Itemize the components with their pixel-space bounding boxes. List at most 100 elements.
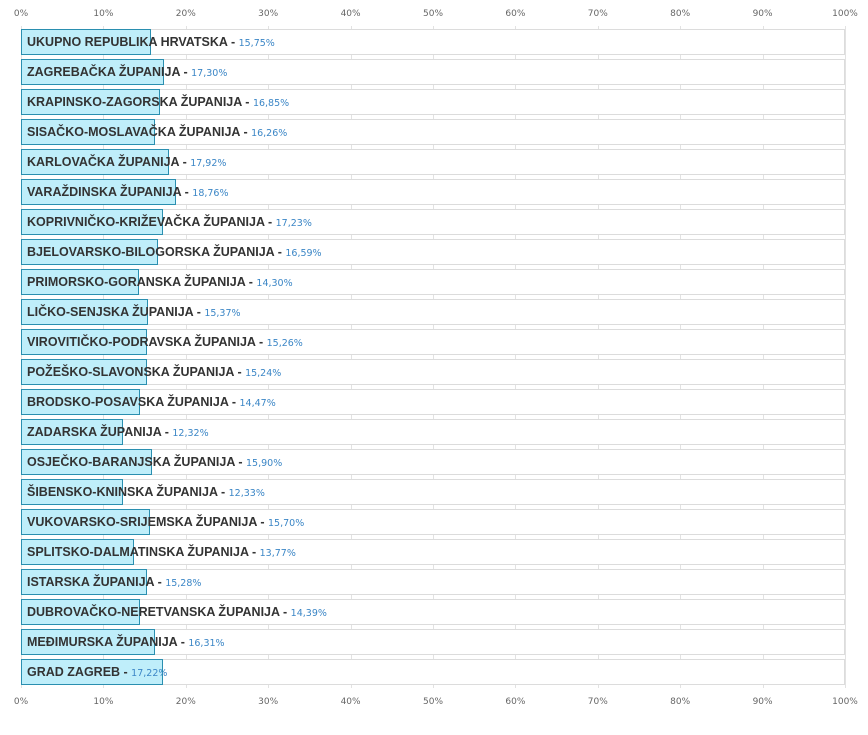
x-tick-label-top: 80% — [670, 9, 691, 19]
bar-label: ISTARSKA ŽUPANIJA — [27, 575, 155, 589]
bar-separator: - — [177, 635, 189, 649]
bar-label: DUBROVAČKO-NERETVANSKA ŽUPANIJA — [27, 605, 280, 619]
x-tick-label-bottom: 30% — [258, 697, 279, 707]
bar-track — [21, 329, 845, 355]
bar — [21, 149, 169, 175]
bar-text: DUBROVAČKO-NERETVANSKA ŽUPANIJA - 14,39% — [27, 600, 327, 624]
x-tick-label-top: 60% — [505, 9, 526, 19]
x-gridline — [597, 26, 599, 688]
bar-label: LIČKO-SENJSKA ŽUPANIJA — [27, 305, 194, 319]
bar-track — [21, 299, 845, 325]
bar-separator: - — [180, 65, 192, 79]
x-tick-label-top: 30% — [258, 9, 279, 19]
x-gridline — [762, 26, 764, 688]
bar-separator: - — [154, 575, 166, 589]
bar-value-label: 16,26% — [251, 128, 288, 139]
x-gridline — [268, 26, 270, 688]
x-tick-label-top: 50% — [422, 9, 444, 19]
bar-text: SPLITSKO-DALMATINSKA ŽUPANIJA - 13,77% — [27, 540, 296, 564]
bar-text: GRAD ZAGREB - 17,22% — [27, 660, 167, 684]
x-gridline — [515, 26, 517, 688]
bar — [21, 509, 151, 535]
x-tick-label-top: 70% — [587, 9, 608, 19]
bar-separator: - — [256, 515, 268, 529]
bar-label: UKUPNO REPUBLIKA HRVATSKA — [27, 35, 228, 49]
bar-separator: - — [179, 155, 191, 169]
bar-label: GRAD ZAGREB — [27, 665, 121, 679]
x-gridline — [103, 26, 105, 688]
x-tick-label-top: 90% — [752, 9, 773, 19]
bar-text: ZAGREBAČKA ŽUPANIJA - 17,30% — [27, 60, 227, 84]
bar-separator: - — [181, 185, 193, 199]
bar-separator: - — [217, 485, 229, 499]
bar-value-label: 16,31% — [188, 638, 225, 649]
bar-label: ZAGREBAČKA ŽUPANIJA — [27, 65, 181, 79]
bar-text: BJELOVARSKO-BILOGORSKA ŽUPANIJA - 16,59% — [27, 240, 322, 264]
bar-separator: - — [161, 425, 173, 439]
bar-separator: - — [279, 605, 291, 619]
bar — [21, 29, 151, 55]
bar-label: BJELOVARSKO-BILOGORSKA ŽUPANIJA — [27, 245, 275, 259]
x-tick-label-top: 100% — [832, 9, 858, 19]
bar — [21, 479, 123, 505]
bar-label: KARLOVAČKA ŽUPANIJA — [27, 155, 180, 169]
bar-text: ŠIBENSKO-KNINSKA ŽUPANIJA - 12,33% — [27, 480, 265, 504]
bar-value-label: 14,39% — [290, 608, 327, 619]
bar — [21, 419, 123, 445]
bar-value-label: 12,33% — [228, 488, 265, 499]
bar-separator: - — [239, 125, 252, 139]
bar-separator: - — [227, 35, 239, 49]
x-gridline — [433, 26, 434, 688]
x-tick-label-bottom: 20% — [175, 697, 196, 707]
bar-label: POŽEŠKO-SLAVONSKA ŽUPANIJA — [27, 365, 234, 379]
bar-value-label: 17,92% — [190, 158, 227, 169]
bar-value-label: 15,75% — [238, 38, 275, 49]
bar-value-label: 15,26% — [266, 338, 303, 349]
x-tick-label-top: 10% — [93, 9, 114, 19]
x-gridline — [680, 26, 682, 688]
bar-text: POŽEŠKO-SLAVONSKA ŽUPANIJA - 15,24% — [27, 360, 281, 384]
bar-label: OSJEČKO-BARANJSKA ŽUPANIJA — [27, 455, 235, 469]
x-tick-label-bottom: 40% — [340, 697, 361, 707]
x-gridline — [21, 26, 22, 688]
bar-label: KRAPINSKO-ZAGORSKA ŽUPANIJA — [27, 95, 242, 109]
bar-text: MEĐIMURSKA ŽUPANIJA - 16,31% — [27, 630, 225, 654]
x-tick-label-bottom: 0% — [13, 697, 29, 707]
bar-text: KRAPINSKO-ZAGORSKA ŽUPANIJA - 16,85% — [27, 90, 289, 114]
bar-value-label: 17,30% — [191, 68, 228, 79]
bar-track — [21, 419, 845, 445]
bar-text: KOPRIVNIČKO-KRIŽEVAČKA ŽUPANIJA - 17,23% — [27, 210, 312, 234]
bar-label: PRIMORSKO-GORANSKA ŽUPANIJA — [27, 275, 246, 289]
x-tick-label-bottom: 100% — [832, 697, 858, 707]
bar — [21, 179, 176, 205]
bar-value-label: 14,47% — [239, 398, 276, 409]
bar — [21, 539, 135, 565]
x-gridline — [185, 26, 187, 688]
bar — [21, 389, 141, 415]
bar-label: BRODSKO-POSAVSKA ŽUPANIJA — [27, 395, 229, 409]
x-tick-label-bottom: 10% — [93, 697, 114, 707]
bar-text: ZADARSKA ŽUPANIJA - 12,32% — [27, 420, 209, 444]
bar-separator: - — [234, 455, 247, 469]
bar-text: KARLOVAČKA ŽUPANIJA - 17,92% — [27, 150, 226, 174]
bar-text: OSJEČKO-BARANJSKA ŽUPANIJA - 15,90% — [27, 450, 282, 474]
bar-separator: - — [241, 95, 253, 109]
x-tick-label-bottom: 50% — [422, 697, 444, 707]
x-gridline — [845, 26, 846, 688]
bar-track — [21, 449, 845, 475]
bar — [21, 359, 147, 385]
bar-separator: - — [248, 545, 260, 559]
x-tick-label-top: 40% — [340, 9, 361, 19]
bar — [21, 119, 155, 145]
bar-track — [21, 479, 845, 505]
bar-text: VARAŽDINSKA ŽUPANIJA - 18,76% — [27, 180, 229, 204]
bar-value-label: 14,30% — [256, 278, 293, 289]
bar-separator: - — [233, 365, 246, 379]
bar — [21, 659, 163, 685]
bar — [21, 449, 153, 475]
bar-track — [21, 509, 845, 535]
bar-value-label: 12,32% — [172, 428, 209, 439]
bar-track — [21, 29, 845, 55]
bar-separator: - — [274, 245, 286, 259]
